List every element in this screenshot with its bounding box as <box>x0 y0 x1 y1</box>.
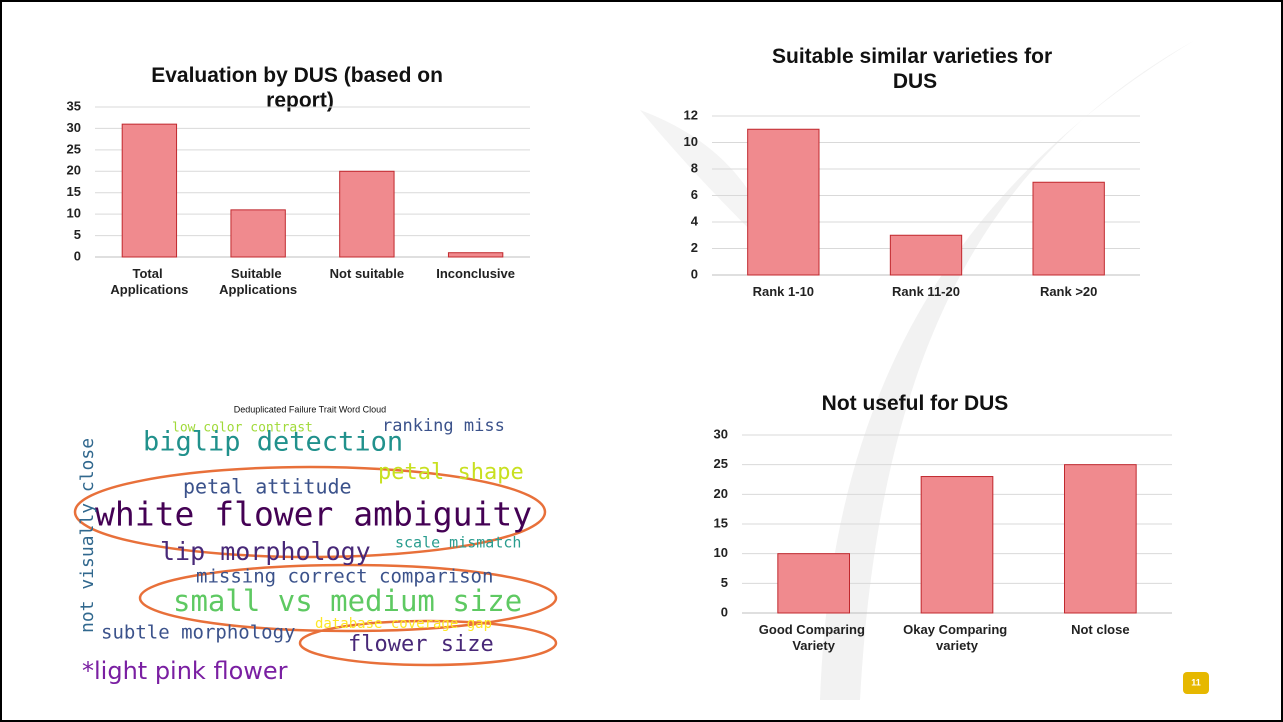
word: biglip detection <box>143 427 403 458</box>
bar <box>778 554 850 613</box>
y-tick-label: 5 <box>74 227 81 242</box>
y-tick-label: 12 <box>684 107 698 122</box>
word: not visually close <box>77 438 98 633</box>
word: white flower ambiguity <box>95 495 532 534</box>
y-tick-label: 5 <box>721 575 728 590</box>
y-tick-label: 10 <box>684 134 698 149</box>
x-tick-label: Inconclusive <box>436 266 515 281</box>
word: scale mismatch <box>395 534 521 552</box>
y-tick-label: 0 <box>721 604 728 619</box>
y-tick-label: 20 <box>714 486 728 501</box>
page-number: 11 <box>1191 677 1201 687</box>
y-tick-label: 0 <box>691 266 698 281</box>
bar <box>231 210 285 257</box>
word: database coverage gap <box>315 616 492 632</box>
x-tick-label: Rank 11-20 <box>892 284 960 299</box>
y-tick-label: 6 <box>691 187 698 202</box>
word: subtle morphology <box>101 622 295 644</box>
word: lip morphology <box>160 537 371 566</box>
bar <box>921 477 993 613</box>
bar <box>1033 182 1104 275</box>
y-tick-label: 15 <box>67 184 81 199</box>
y-tick-label: 35 <box>67 98 81 113</box>
bar <box>890 235 961 275</box>
y-tick-label: 2 <box>691 240 698 255</box>
y-tick-label: 30 <box>714 426 728 441</box>
slide: Deduplicated Failure Trait Word Cloud *l… <box>0 0 1283 722</box>
x-tick-label: Not close <box>1071 622 1130 637</box>
word: petal shape <box>378 460 524 485</box>
y-tick-label: 25 <box>67 141 81 156</box>
bar <box>340 171 394 257</box>
y-tick-label: 30 <box>67 120 81 135</box>
y-tick-label: 15 <box>714 515 728 530</box>
bar <box>1065 465 1137 613</box>
bar <box>448 253 502 257</box>
y-tick-label: 10 <box>67 206 81 221</box>
bar <box>122 124 176 257</box>
note: *light pink flower <box>82 657 288 685</box>
x-tick-label: Not suitable <box>330 266 404 281</box>
x-tick-label: Rank >20 <box>1040 284 1097 299</box>
y-tick-label: 0 <box>74 248 81 263</box>
word: small vs medium size <box>173 584 522 618</box>
y-tick-label: 20 <box>67 163 81 178</box>
x-tick-label: Rank 1-10 <box>753 284 814 299</box>
y-tick-label: 4 <box>691 213 699 228</box>
word: flower size <box>348 632 494 657</box>
word-cloud-title: Deduplicated Failure Trait Word Cloud <box>234 404 386 414</box>
bar <box>748 129 819 275</box>
chart-title: Not useful for DUS <box>822 392 1009 415</box>
y-tick-label: 8 <box>691 160 698 175</box>
y-tick-label: 10 <box>714 545 728 560</box>
y-tick-label: 25 <box>714 456 728 471</box>
